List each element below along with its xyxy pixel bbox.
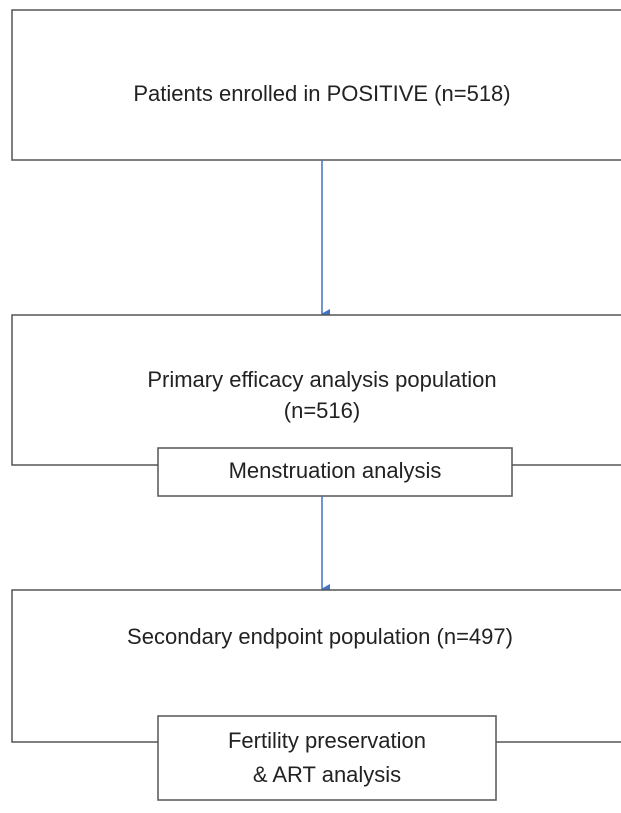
label-text: Menstruation analysis [229, 458, 442, 483]
node-box [11, 314, 621, 466]
node-text: Primary efficacy analysis population [147, 367, 496, 392]
node-text: (n=516) [284, 398, 360, 423]
label-text: Fertility preservation [228, 728, 426, 753]
node-text: Patients enrolled in POSITIVE (n=518) [133, 81, 510, 106]
node-box [11, 9, 621, 161]
label-box [157, 447, 513, 497]
label-box [157, 715, 497, 801]
label-text: & ART analysis [253, 762, 401, 787]
node-text: Secondary endpoint population (n=497) [127, 624, 513, 649]
